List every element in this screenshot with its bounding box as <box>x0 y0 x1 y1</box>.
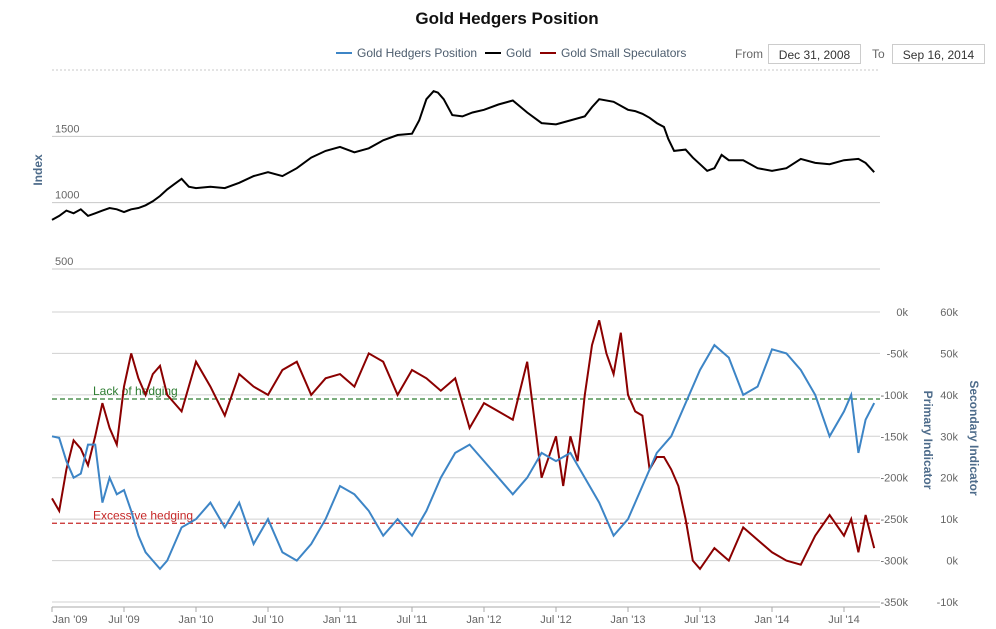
x-tick-label: Jan '11 <box>323 614 357 626</box>
legend-label-speculators: Gold Small Speculators <box>561 46 686 60</box>
speculators-series-line[interactable] <box>51 320 876 571</box>
primary-axis-title: Primary Indicator <box>921 391 935 490</box>
top-y-tick-label: 500 <box>55 256 73 268</box>
range-to-input[interactable]: Sep 16, 2014 <box>892 44 985 64</box>
top-y-tick-label: 1500 <box>55 123 79 135</box>
hedgers-series-line[interactable] <box>51 343 876 571</box>
primary-tick-label: -350k <box>880 597 908 609</box>
x-tick-label: Jan '13 <box>610 614 645 626</box>
x-tick-label: Jan '12 <box>466 614 501 626</box>
secondary-tick-label: 30k <box>940 431 958 443</box>
primary-tick-label: -50k <box>887 348 909 360</box>
x-tick-label: Jul '14 <box>828 614 859 626</box>
legend-item-speculators[interactable]: Gold Small Speculators <box>540 46 686 60</box>
secondary-tick-label: 0k <box>946 556 958 568</box>
x-tick-label: Jul '09 <box>108 614 139 626</box>
primary-tick-label: -250k <box>880 514 908 526</box>
legend: Gold Hedgers Position Gold Gold Small Sp… <box>336 46 686 60</box>
secondary-tick-label: 20k <box>940 473 958 485</box>
lack-of-hedging-label: Lack of hedging <box>93 384 178 398</box>
secondary-tick-label: 10k <box>940 514 958 526</box>
bottom-gridlines <box>52 311 880 603</box>
top-y-ticks: 1500 1000 500 <box>55 123 79 268</box>
top-y-tick-label: 1000 <box>55 190 79 202</box>
secondary-tick-label: 40k <box>940 390 958 402</box>
secondary-tick-label: 60k <box>940 307 958 319</box>
legend-label-gold: Gold <box>506 46 531 60</box>
secondary-tick-label: -10k <box>937 597 959 609</box>
legend-label-hedgers: Gold Hedgers Position <box>357 46 477 60</box>
primary-tick-label: -100k <box>880 390 908 402</box>
chart-title-group: Gold Hedgers Position <box>415 9 598 28</box>
legend-item-gold[interactable]: Gold <box>485 46 531 60</box>
primary-tick-label: -300k <box>880 556 908 568</box>
chart-title: Gold Hedgers Position <box>415 9 598 28</box>
x-axis-ticks: Jan '09 Jul '09 Jan '10 Jul '10 Jan '11 Jul '… <box>51 607 860 626</box>
primary-y-ticks: 0k -50k -100k -150k -200k -250k -300k -350k <box>880 307 908 609</box>
top-gridlines <box>52 69 880 270</box>
secondary-axis-title: Secondary Indicator <box>967 380 981 496</box>
primary-tick-label: -200k <box>880 473 908 485</box>
bottom-panel: 0k -50k -100k -150k -200k -250k -300k -350k 60k… <box>51 307 981 626</box>
x-tick-label: Jul '11 <box>397 614 428 626</box>
x-tick-label: Jan '09 <box>52 614 87 626</box>
excessive-hedging-label: Excessive hedging <box>93 508 193 522</box>
x-tick-label: Jan '10 <box>178 614 213 626</box>
range-from-input[interactable]: Dec 31, 2008 <box>768 44 861 64</box>
range-from-label: From <box>735 47 763 61</box>
x-tick-label: Jul '12 <box>540 614 571 626</box>
top-y-axis-title: Index <box>31 154 45 186</box>
top-panel: 1500 1000 500 Index <box>31 69 880 270</box>
x-tick-label: Jan '14 <box>754 614 789 626</box>
x-tick-label: Jul '10 <box>252 614 283 626</box>
legend-item-hedgers[interactable]: Gold Hedgers Position <box>336 46 477 60</box>
x-tick-label: Jul '13 <box>684 614 715 626</box>
secondary-tick-label: 50k <box>940 348 958 360</box>
primary-tick-label: 0k <box>896 307 908 319</box>
range-to-label: To <box>872 47 885 61</box>
primary-tick-label: -150k <box>880 431 908 443</box>
secondary-y-ticks: 60k 50k 40k 30k 20k 10k 0k -10k <box>937 307 959 609</box>
gold-series-line[interactable] <box>51 90 875 221</box>
